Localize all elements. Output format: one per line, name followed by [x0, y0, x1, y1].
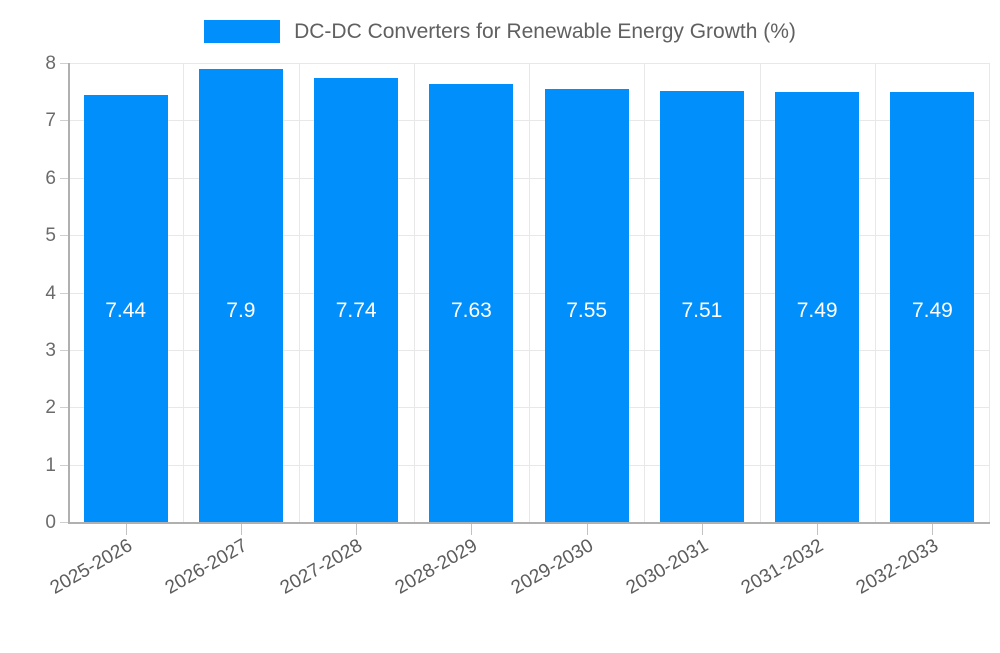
- bar[interactable]: [314, 77, 399, 522]
- y-axis-tick-label: 4: [45, 282, 56, 304]
- x-axis-tick-mark: [932, 524, 934, 535]
- chart-legend: DC-DC Converters for Renewable Energy Gr…: [0, 14, 1000, 48]
- y-axis-tick-label: 3: [45, 339, 56, 361]
- gridline-vertical: [299, 63, 300, 522]
- y-axis-tick-label: 7: [45, 110, 56, 132]
- y-axis-tick-mark: [60, 292, 68, 294]
- bar-value-label: 7.49: [796, 299, 838, 322]
- bar-value-label: 7.51: [681, 299, 723, 322]
- y-axis-line: [68, 63, 70, 523]
- y-axis-tick-mark: [60, 349, 68, 351]
- gridline-vertical: [989, 63, 990, 522]
- y-axis-tick-mark: [60, 177, 68, 179]
- legend-item-series-1[interactable]: DC-DC Converters for Renewable Energy Gr…: [204, 19, 796, 43]
- x-axis-tick-mark: [240, 524, 242, 535]
- y-axis-tick-mark: [60, 120, 68, 122]
- gridline-vertical: [414, 63, 415, 522]
- y-axis-tick-label: 8: [45, 53, 56, 74]
- plot-area: [68, 63, 990, 523]
- y-axis-tick-label: 1: [45, 454, 56, 476]
- bar[interactable]: [775, 92, 860, 522]
- gridline-vertical: [529, 63, 530, 522]
- bar-value-label: 7.55: [566, 299, 608, 322]
- y-axis-tick-mark: [60, 63, 68, 64]
- x-axis-tick-mark: [356, 524, 358, 535]
- bar[interactable]: [890, 92, 975, 522]
- y-axis-tick-label: 0: [45, 512, 56, 533]
- y-axis-tick-mark: [60, 522, 68, 523]
- y-axis-tick-mark: [60, 464, 68, 466]
- legend-color-swatch-icon: [204, 19, 281, 43]
- bar[interactable]: [198, 68, 283, 522]
- y-axis-tick-mark: [60, 235, 68, 237]
- gridline-vertical: [875, 63, 876, 522]
- bar[interactable]: [544, 88, 629, 522]
- x-axis-line: [68, 522, 990, 524]
- gridline-vertical: [760, 63, 761, 522]
- y-axis-tick-label: 5: [45, 225, 56, 247]
- bar[interactable]: [83, 95, 168, 522]
- gridline-vertical: [183, 63, 184, 522]
- bar-value-label: 7.63: [450, 299, 492, 322]
- bar-value-label: 7.74: [335, 299, 377, 322]
- x-axis-tick-mark: [817, 524, 819, 535]
- y-axis-tick-label: 6: [45, 167, 56, 189]
- bar-chart: DC-DC Converters for Renewable Energy Gr…: [0, 14, 1000, 599]
- gridline-vertical: [644, 63, 645, 522]
- bar-value-label: 7.9: [226, 299, 256, 322]
- bar-value-label: 7.49: [911, 299, 953, 322]
- x-axis-tick-mark: [471, 524, 473, 535]
- x-axis-tick-mark: [701, 524, 703, 535]
- legend-item-label: DC-DC Converters for Renewable Energy Gr…: [294, 19, 796, 43]
- y-axis-tick-mark: [60, 407, 68, 409]
- x-axis-tick-mark: [125, 524, 127, 535]
- y-axis-tick-label: 2: [45, 397, 56, 419]
- bar-value-label: 7.44: [105, 299, 147, 322]
- bar[interactable]: [429, 84, 514, 522]
- bar[interactable]: [659, 91, 744, 522]
- x-axis-tick-mark: [586, 524, 588, 535]
